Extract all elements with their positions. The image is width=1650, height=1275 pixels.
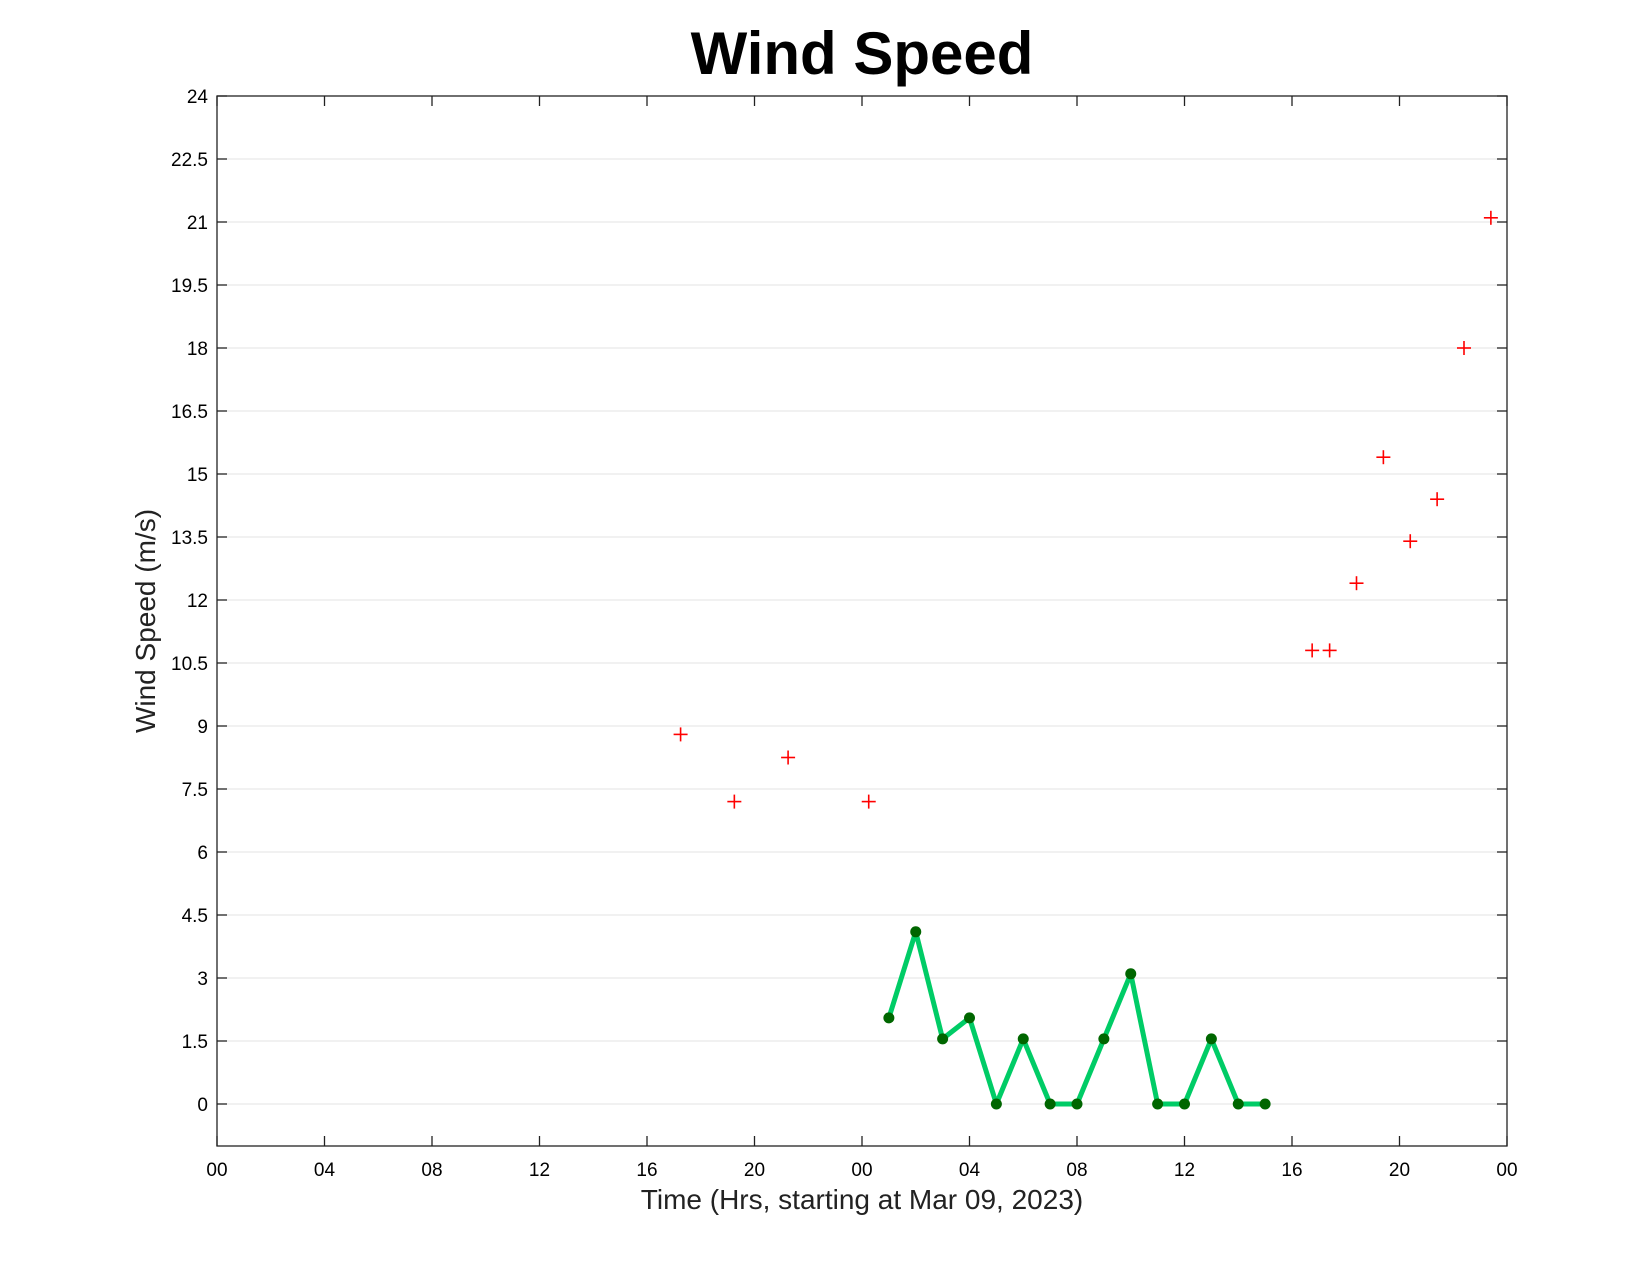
y-axis-label: Wind Speed (m/s) <box>130 509 161 733</box>
scatter-point <box>1457 341 1471 355</box>
line-data-point <box>964 1012 975 1024</box>
scatter-point <box>1376 450 1391 465</box>
y-tick-label: 24 <box>187 87 209 108</box>
x-tick-label: 00 <box>851 1160 872 1181</box>
x-tick-label: 20 <box>1389 1160 1410 1181</box>
x-tick-label: 08 <box>421 1160 442 1181</box>
line-data-point <box>1071 1098 1083 1110</box>
y-tick-label: 3 <box>197 969 208 990</box>
line-data-point <box>937 1033 949 1045</box>
line-data-point <box>1205 1033 1217 1045</box>
scatter-point <box>1430 492 1445 507</box>
y-tick-label: 19.5 <box>171 276 208 297</box>
x-tick-label: 08 <box>1066 1160 1087 1181</box>
line-data-point <box>1152 1098 1164 1110</box>
x-tick-label: 04 <box>959 1160 981 1181</box>
y-tick-label: 13.5 <box>171 528 208 549</box>
x-tick-label: 20 <box>744 1160 765 1181</box>
wind-speed-line <box>886 929 1268 1107</box>
y-tick-label: 15 <box>187 465 208 486</box>
line-data-point <box>910 926 922 938</box>
line-data-point <box>1125 968 1137 980</box>
scatter-point <box>1322 643 1337 658</box>
line-data-point <box>990 1098 1002 1110</box>
scatter-point <box>781 750 796 765</box>
y-tick-label: 21 <box>187 213 208 234</box>
line-data-point <box>1017 1033 1029 1045</box>
y-tick-label: 7.5 <box>182 780 208 801</box>
x-tick-label: 16 <box>1281 1160 1302 1181</box>
y-tick-label: 1.5 <box>182 1032 208 1053</box>
plot-series <box>673 210 1498 1110</box>
scatter-point <box>727 794 742 809</box>
y-tick-label: 9 <box>197 717 208 738</box>
x-tick-label: 04 <box>314 1160 336 1181</box>
scatter-point <box>1305 643 1320 658</box>
y-tick-label: 22.5 <box>171 150 208 171</box>
line-data-point <box>1179 1098 1190 1110</box>
chart-title: Wind Speed <box>691 20 1034 87</box>
scatter-point <box>1349 576 1364 591</box>
line-data-point <box>1098 1033 1110 1045</box>
x-tick-label: 12 <box>1174 1160 1195 1181</box>
y-tick-label: 4.5 <box>182 906 208 927</box>
scatter-point <box>673 727 688 742</box>
line-data-point <box>1259 1098 1271 1110</box>
y-tick-label: 18 <box>187 339 208 360</box>
plot-frame <box>216 95 1508 1147</box>
y-tick-label: 0 <box>197 1095 208 1116</box>
scatter-point <box>1403 534 1418 549</box>
grid-lines <box>217 95 1507 1105</box>
y-tick-label: 10.5 <box>171 654 208 675</box>
line-data-point <box>1044 1098 1056 1110</box>
y-tick-label: 16.5 <box>171 402 208 423</box>
x-tick-label: 00 <box>1496 1160 1517 1181</box>
line-data-point <box>883 1012 895 1024</box>
x-tick-label: 00 <box>206 1160 227 1181</box>
scatter-point <box>1483 210 1498 225</box>
x-tick-label: 16 <box>636 1160 657 1181</box>
x-tick-label: 12 <box>529 1160 550 1181</box>
axis-ticks: 0 1.5 3 4.5 6 7.5 9 10.5 12 13.5 15 16.5 18 19.5 21 22.… <box>171 87 1518 1181</box>
y-tick-label: 6 <box>197 843 208 864</box>
line-data-point <box>1232 1098 1244 1110</box>
x-axis-label: Time (Hrs, starting at Mar 09, 2023) <box>641 1184 1083 1215</box>
scatter-point <box>861 794 876 809</box>
y-tick-label: 12 <box>187 591 208 612</box>
